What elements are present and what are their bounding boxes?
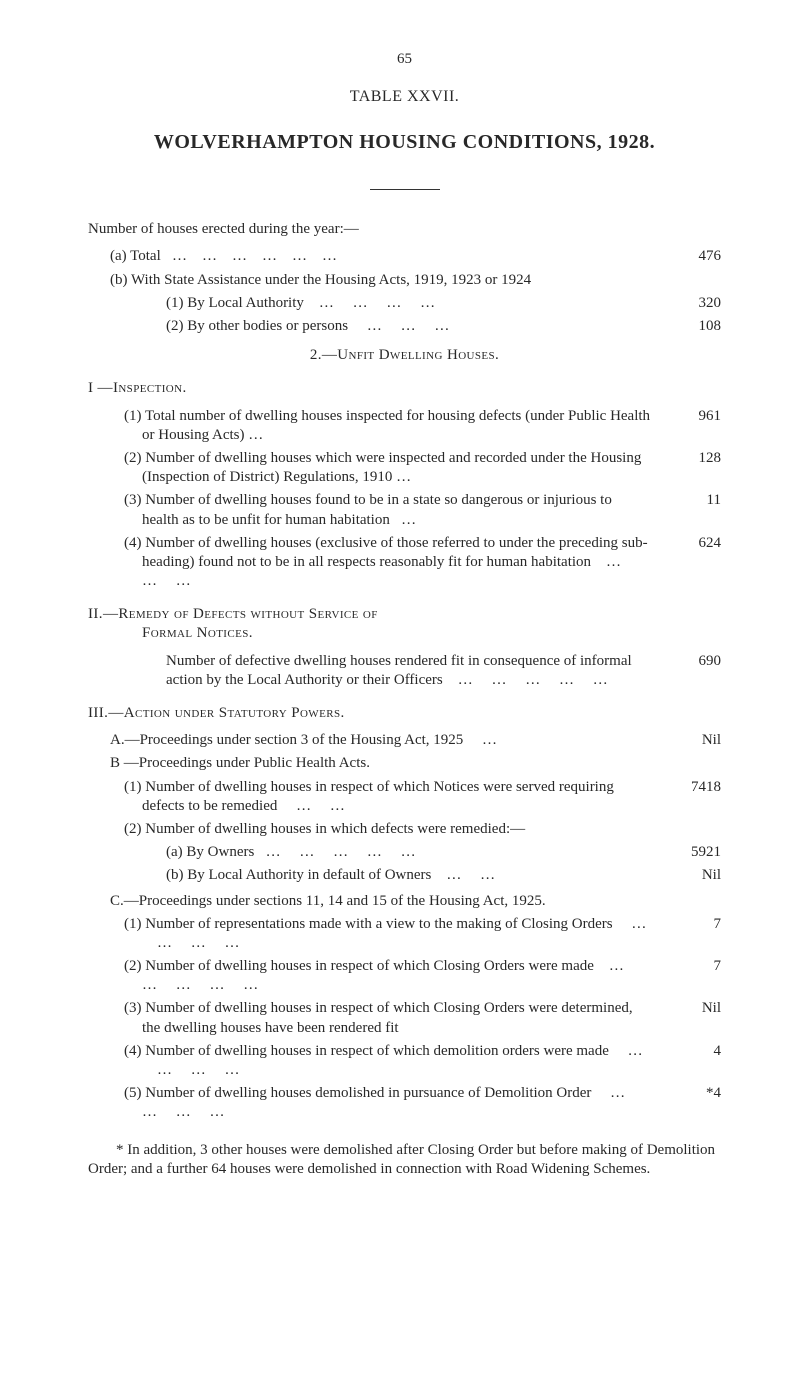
footnote: * In addition, 3 other houses were demol… [88,1141,721,1179]
label: (4) Number of dwelling houses (exclusive… [124,535,648,570]
item-II: Number of defective dwelling houses rend… [88,652,669,690]
value: 320 [669,294,721,313]
value: Nil [669,866,721,885]
value: 624 [669,534,721,553]
item-b-state-assist: (b) With State Assistance under the Hous… [88,271,669,290]
section-I-head: I —Inspection. [88,379,721,398]
label: (b) By Local Authority in default of Own… [166,867,431,883]
item-IIIC5: (5) Number of dwelling houses demolished… [88,1084,669,1122]
label: (2) By other bodies or persons [166,318,348,334]
section-2-head: 2.—Unfit Dwelling Houses. [88,346,721,365]
item-I2: (2) Number of dwelling houses which were… [88,449,669,487]
table-label: TABLE XXVII. [88,87,721,107]
label: (4) Number of dwelling houses in respect… [124,1043,609,1059]
item-IIIC3: (3) Number of dwelling houses in respect… [88,999,669,1037]
item-b1: (1) By Local Authority … … … … [88,294,669,313]
value: 108 [669,317,721,336]
label: (3) Number of dwelling houses found to b… [124,492,612,527]
value: 476 [669,247,721,266]
item-IIIB2: (2) Number of dwelling houses in which d… [88,820,669,839]
value: 11 [669,491,721,510]
label: (1) Number of dwelling houses in respect… [124,779,614,814]
item-IIIC1: (1) Number of representations made with … [88,915,669,953]
label: Number of defective dwelling houses rend… [166,653,632,688]
item-IIIB1: (1) Number of dwelling houses in respect… [88,778,669,816]
label: (1) By Local Authority [166,295,304,311]
value: 7 [669,915,721,934]
item-IIIB2b: (b) By Local Authority in default of Own… [88,866,669,885]
label-a: II.—Remedy of Defects without Service of [88,606,378,622]
value: 5921 [669,843,721,862]
item-IIIC2: (2) Number of dwelling houses in respect… [88,957,669,995]
value: Nil [669,731,721,750]
value: 690 [669,652,721,671]
value: 128 [669,449,721,468]
item-b2: (2) By other bodies or persons … … … [88,317,669,336]
item-IIIA: A.—Proceedings under section 3 of the Ho… [88,731,669,750]
item-I4: (4) Number of dwelling houses (exclusive… [88,534,669,592]
item-IIIC4: (4) Number of dwelling houses in respect… [88,1042,669,1080]
value: *4 [669,1084,721,1103]
label: (a) Total [110,248,161,264]
value: Nil [669,999,721,1018]
section-III-head: III.—Action under Statutory Powers. [88,704,721,723]
item-a-total: (a) Total … … … … … … [88,247,669,266]
item-IIIC: C.—Proceedings under sections 11, 14 and… [88,892,669,911]
label: (5) Number of dwelling houses demolished… [124,1085,591,1101]
divider [370,189,440,190]
label-b: Formal Notices. [88,625,253,641]
value: 4 [669,1042,721,1061]
item-I3: (3) Number of dwelling houses found to b… [88,491,669,529]
section-II-head: II.—Remedy of Defects without Service of… [88,605,721,643]
label: A.—Proceedings under section 3 of the Ho… [110,732,463,748]
item-IIIB: B —Proceedings under Public Health Acts. [88,754,669,773]
value: 961 [669,407,721,426]
value: 7 [669,957,721,976]
page-number: 65 [88,50,721,69]
preface: Number of houses erected during the year… [88,220,721,239]
value: 7418 [669,778,721,797]
label: (a) By Owners [166,844,254,860]
page-title: WOLVERHAMPTON HOUSING CONDITIONS, 1928. [88,130,721,156]
item-I1: (1) Total number of dwelling houses insp… [88,407,669,445]
label: (1) Number of representations made with … [124,916,613,932]
item-IIIB2a: (a) By Owners … … … … … [88,843,669,862]
label: (2) Number of dwelling houses in respect… [124,958,594,974]
